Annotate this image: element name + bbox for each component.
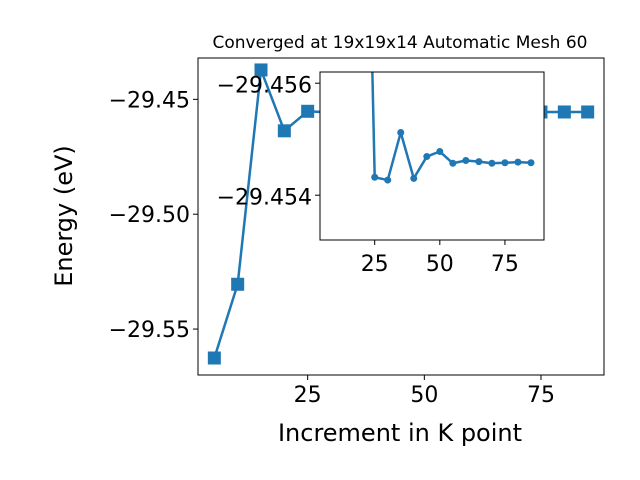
inset-axes: 25 50 75 −29.456 −29.454 bbox=[217, 71, 545, 277]
inset-y-tick-label: −29.456 bbox=[217, 74, 312, 99]
y-axis-label: Energy (eV) bbox=[50, 145, 78, 287]
main-x-tick-label: 75 bbox=[527, 383, 555, 408]
inset-data-point bbox=[475, 158, 483, 166]
inset-data-point bbox=[488, 159, 496, 167]
inset-y-ticks: −29.456 −29.454 bbox=[217, 74, 320, 211]
main-data-point bbox=[301, 104, 315, 118]
inset-plot-frame bbox=[319, 71, 545, 241]
main-data-point bbox=[231, 277, 245, 291]
x-axis-label: Increment in K point bbox=[278, 419, 522, 447]
main-data-point bbox=[207, 351, 221, 365]
inset-x-tick-label: 25 bbox=[361, 252, 389, 277]
main-x-ticks: 25 50 75 bbox=[294, 375, 555, 408]
inset-x-tick-label: 75 bbox=[491, 252, 519, 277]
inset-data-point bbox=[423, 153, 431, 161]
main-plot-frame bbox=[197, 57, 605, 376]
main-data-point bbox=[254, 63, 268, 77]
main-x-tick-label: 25 bbox=[294, 383, 322, 408]
main-data-point bbox=[277, 124, 291, 138]
inset-data-point bbox=[527, 159, 535, 167]
inset-plot-area bbox=[320, 72, 544, 240]
main-data-point bbox=[581, 105, 595, 119]
main-y-ticks: −29.55 −29.50 −29.45 bbox=[109, 88, 198, 343]
main-y-tick-label: −29.50 bbox=[109, 203, 190, 228]
main-y-tick-label: −29.55 bbox=[109, 318, 190, 343]
inset-data-point bbox=[462, 156, 470, 164]
inset-data-point bbox=[449, 159, 457, 167]
inset-data-point bbox=[397, 128, 405, 136]
chart-title: Converged at 19x19x14 Automatic Mesh 60 bbox=[213, 33, 588, 53]
inset-data-point bbox=[501, 159, 509, 167]
inset-series-group bbox=[371, 72, 535, 184]
inset-x-tick-label: 50 bbox=[426, 252, 454, 277]
inset-data-point bbox=[514, 158, 522, 166]
inset-x-ticks: 25 50 75 bbox=[361, 240, 519, 277]
main-y-tick-label: −29.45 bbox=[109, 88, 190, 113]
inset-data-point bbox=[371, 173, 379, 181]
main-data-point bbox=[557, 105, 571, 119]
main-x-tick-label: 50 bbox=[410, 383, 438, 408]
inset-y-tick-label: −29.454 bbox=[217, 186, 312, 211]
inset-data-point bbox=[384, 176, 392, 184]
inset-data-point bbox=[410, 174, 418, 182]
inset-data-point bbox=[436, 148, 444, 156]
